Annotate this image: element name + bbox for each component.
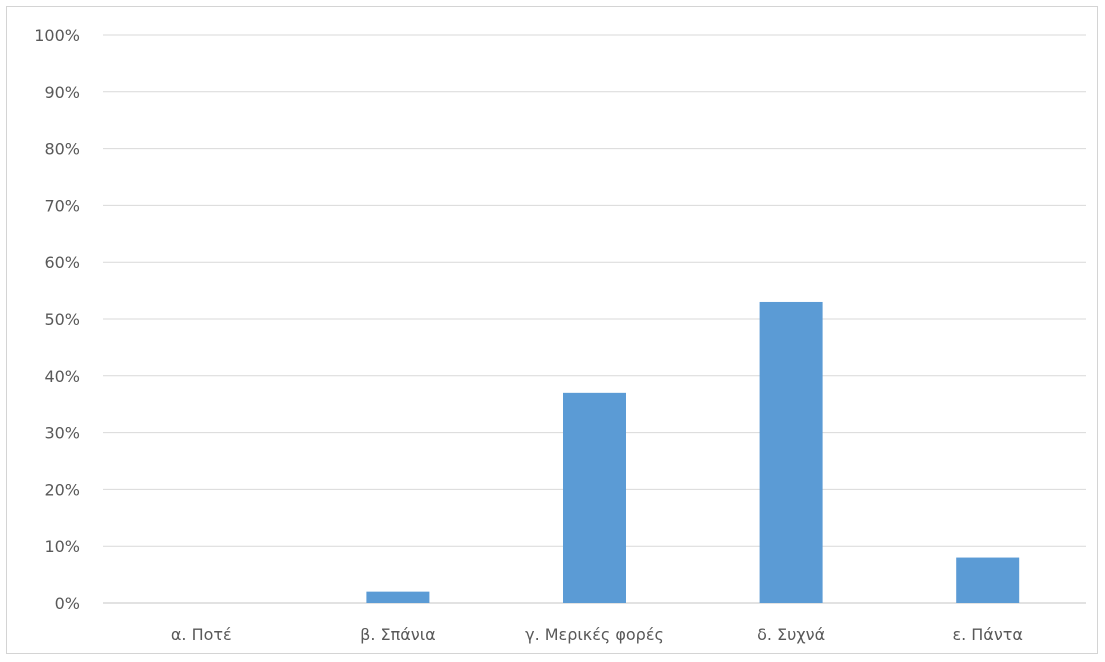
y-tick-label: 40%: [44, 367, 80, 386]
bar: [563, 392, 626, 603]
y-tick-label: 20%: [44, 480, 80, 499]
x-category-label: ε. Πάντα: [952, 625, 1023, 644]
y-tick-label: 30%: [44, 424, 80, 443]
bar: [366, 591, 430, 603]
x-category-label: δ. Συχνά: [757, 625, 825, 644]
y-tick-label: 0%: [55, 594, 80, 613]
y-tick-label: 50%: [44, 310, 80, 329]
bar: [956, 557, 1020, 603]
x-category-label: β. Σπάνια: [360, 625, 436, 644]
y-tick-label: 80%: [44, 140, 80, 159]
y-tick-label: 70%: [44, 196, 80, 215]
y-tick-label: 10%: [44, 537, 80, 556]
y-tick-label: 90%: [44, 83, 80, 102]
y-tick-label: 100%: [34, 26, 80, 45]
x-category-label: α. Ποτέ: [171, 625, 232, 644]
bar: [759, 301, 823, 603]
x-category-label: γ. Μερικές φορές: [525, 625, 664, 644]
y-tick-label: 60%: [44, 253, 80, 272]
